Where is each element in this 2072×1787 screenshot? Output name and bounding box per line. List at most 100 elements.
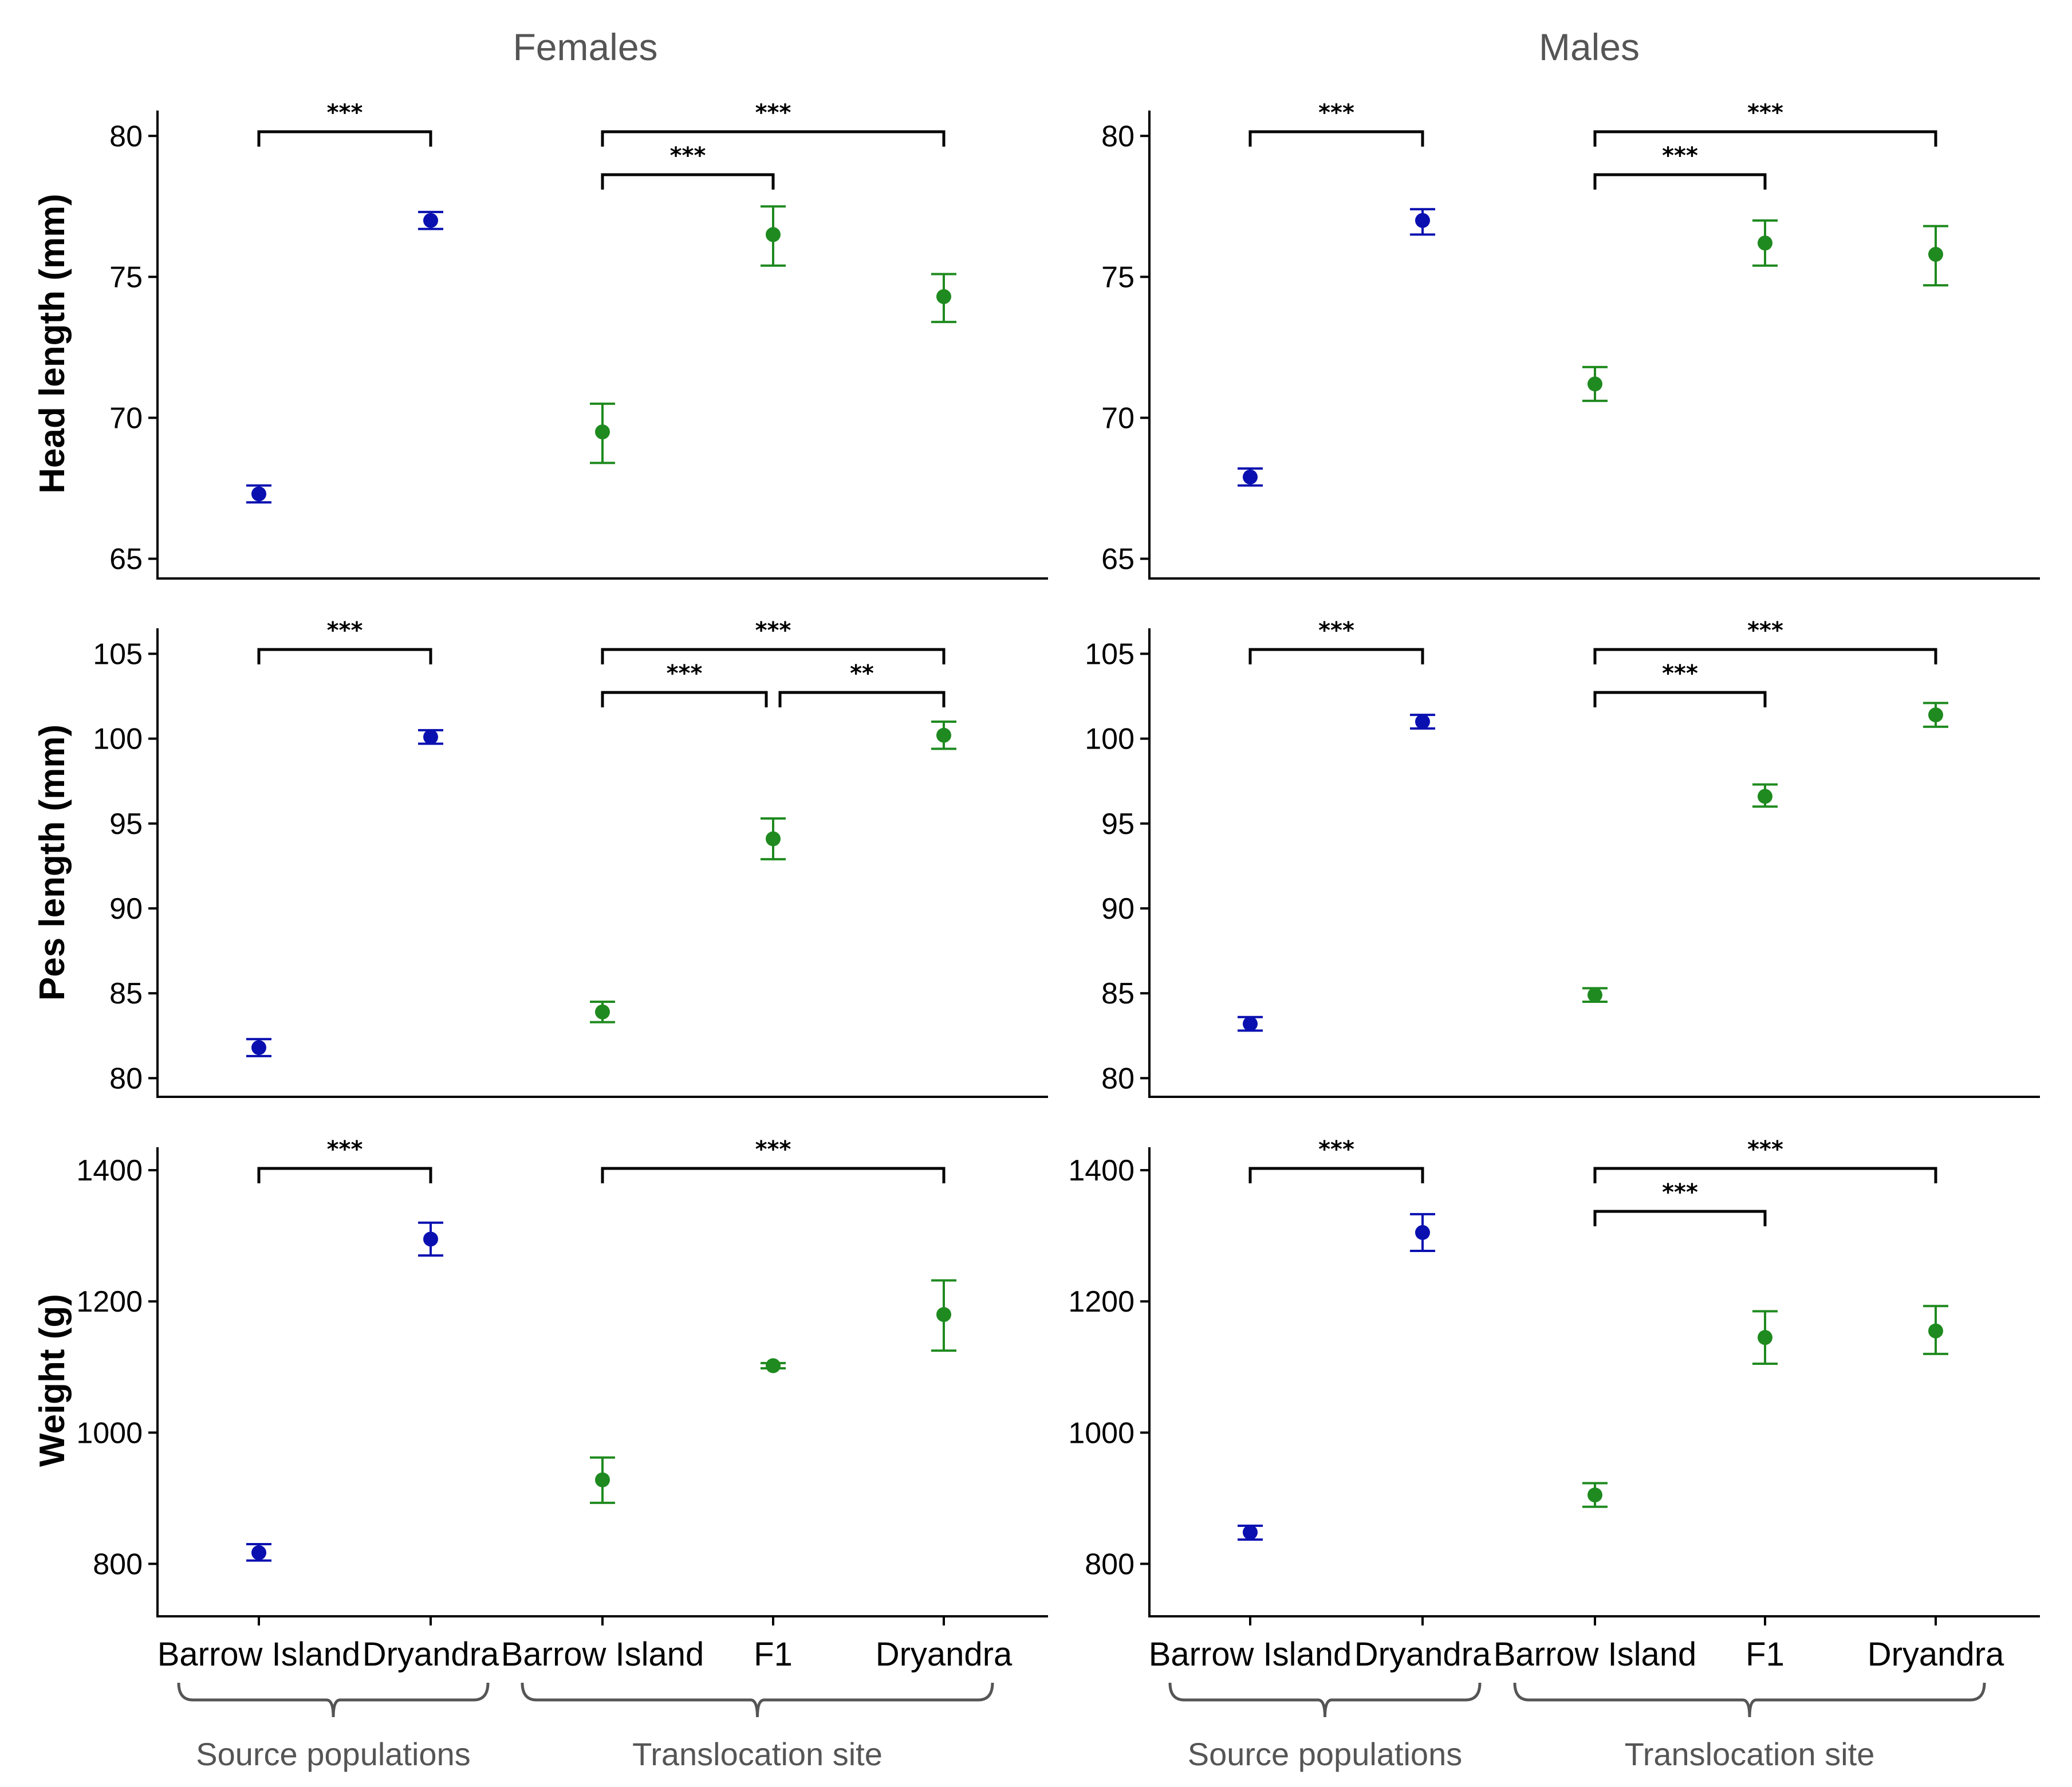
data-point-3 [1752,783,1778,808]
y-tick-label: 100 [1085,723,1135,756]
mean-marker [251,1040,266,1056]
data-point-0 [246,484,271,504]
significance-bracket-2: *** [1593,1179,1767,1226]
column-title-males: Males [1539,26,1640,68]
y-tick-label: 100 [93,723,143,756]
data-point-1 [418,729,443,745]
significance-label: *** [1662,1179,1698,1206]
y-tick-label: 105 [1085,637,1135,671]
panel-3: 80 85 90 95 100 105 *** *** *** [1085,617,2040,1098]
mean-marker [595,1004,610,1020]
y-tick-label: 80 [1101,1062,1135,1095]
significance-label: *** [1318,617,1354,644]
x-category-label: Barrow Island [157,1636,361,1673]
x-category-label: F1 [754,1636,793,1673]
significance-bracket-1: *** [601,617,946,664]
panel-0: 65 70 75 80 Head length (mm) *** *** *** [33,100,1048,580]
x-category-label: Dryandra [1868,1636,2004,1673]
mean-marker [1588,376,1602,392]
data-point-1 [1410,1213,1435,1252]
data-point-4 [1923,1305,1948,1355]
y-tick-label: 800 [93,1548,143,1581]
significance-bracket-1: *** [1593,100,1937,147]
significance-label: *** [327,100,363,126]
significance-label: *** [327,617,363,644]
significance-label: *** [755,1136,791,1163]
mean-marker [766,227,781,242]
group-brace [177,1682,490,1718]
mean-marker [423,212,438,228]
mean-marker [1588,1487,1602,1503]
significance-label: *** [1747,100,1783,126]
significance-bracket-0: *** [257,100,432,147]
y-tick-label: 70 [109,402,143,435]
significance-bracket-1: *** [601,1136,946,1183]
mean-marker [1415,714,1430,730]
x-category-label: Dryandra [876,1636,1013,1673]
significance-bracket-2: *** [1593,143,1767,190]
data-point-1 [1410,714,1435,730]
data-point-2 [1582,987,1608,1003]
bracket-line [1593,1167,1937,1183]
bracket-line [601,173,775,190]
significance-label: *** [1318,1136,1354,1163]
y-tick-label: 75 [1101,261,1135,294]
data-point-4 [931,273,956,324]
mean-marker [595,424,610,440]
significance-bracket-2: *** [1593,660,1767,707]
data-point-0 [1238,467,1263,487]
panels: 65 70 75 80 Head length (mm) *** *** *** 65 70 75 8… [33,100,2040,1625]
mean-marker [1758,789,1772,804]
bracket-line [257,1167,432,1183]
x-axis-labels: Barrow Island Dryandra Barrow Island F1 Drya… [157,1636,2004,1772]
group-label: Source populations [196,1736,470,1772]
y-tick-label: 800 [1085,1548,1135,1581]
significance-bracket-0: *** [1248,1136,1424,1183]
mean-marker [595,1472,610,1487]
y-tick-label: 70 [1101,402,1135,435]
significance-label: *** [1747,1136,1783,1163]
mean-marker [936,1307,951,1322]
bracket-line [1593,173,1767,190]
group-label: Translocation site [632,1736,883,1772]
y-axis-label: Head length (mm) [33,194,72,494]
group-label: Translocation site [1625,1736,1875,1772]
significance-label: ** [850,660,874,687]
column-title-females: Females [513,26,657,68]
data-point-3 [761,817,786,861]
mean-marker [1243,469,1258,485]
data-point-2 [1582,1482,1608,1508]
y-tick-label: 80 [109,1062,143,1095]
y-tick-label: 90 [1101,892,1135,926]
x-category-label: Barrow Island [1149,1636,1352,1673]
data-point-1 [418,1221,443,1257]
significance-bracket-0: *** [1248,100,1424,147]
y-tick-label: 95 [1101,808,1135,841]
bracket-line [257,648,432,664]
data-point-3 [1752,1310,1778,1365]
y-tick-label: 85 [109,977,143,1010]
mean-marker [251,1545,266,1560]
bracket-line [1248,648,1424,664]
y-tick-label: 85 [1101,977,1135,1010]
data-point-1 [418,211,443,230]
significance-label: *** [667,660,703,687]
data-point-3 [761,1358,786,1373]
bracket-line [1248,130,1424,147]
data-point-0 [246,1038,271,1057]
y-tick-label: 1400 [1068,1154,1135,1187]
bracket-line [601,648,946,664]
significance-bracket-0: *** [257,1136,432,1183]
mean-marker [1243,1525,1258,1540]
panel-1: 65 70 75 80 *** *** *** [1101,100,2040,580]
bracket-line [257,130,432,147]
mean-marker [936,289,951,304]
significance-label: *** [755,100,791,126]
y-tick-label: 95 [109,808,143,841]
mean-marker [1758,235,1772,251]
bracket-line [1593,648,1937,664]
y-axis-label: Pes length (mm) [33,725,72,1001]
mean-marker [1588,987,1602,1003]
